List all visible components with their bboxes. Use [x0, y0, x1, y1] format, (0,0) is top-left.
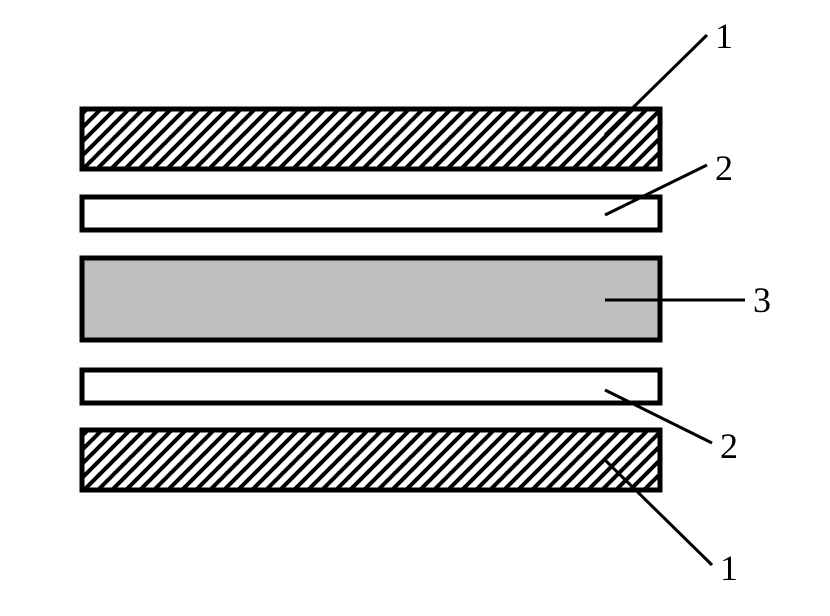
layer-rect	[82, 197, 660, 230]
layer-diagram: 1 2 3 2 1	[0, 0, 830, 616]
callout-label: 1	[715, 16, 733, 56]
callout-label: 2	[720, 426, 738, 466]
callout-label: 2	[715, 148, 733, 188]
layer-stack	[82, 109, 660, 490]
layer-rect	[82, 109, 660, 169]
callout-label: 3	[753, 280, 771, 320]
layer-rect	[82, 258, 660, 340]
callout-label: 1	[720, 548, 738, 588]
layer-rect	[82, 430, 660, 490]
layer-rect	[82, 370, 660, 403]
